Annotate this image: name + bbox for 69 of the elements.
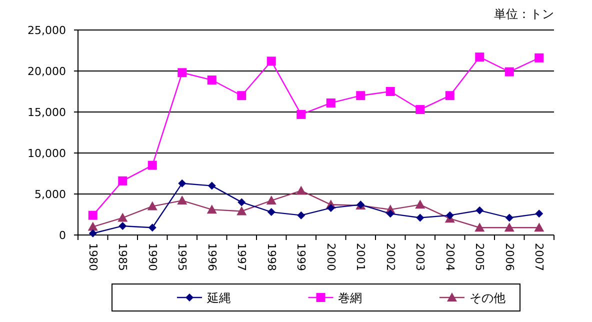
y-tick-label: 15,000 (28, 106, 66, 119)
x-tick-label: 1999 (294, 243, 308, 271)
point (237, 91, 246, 100)
point (475, 52, 484, 62)
point (236, 206, 247, 216)
point (267, 208, 276, 216)
point (386, 87, 395, 96)
point (148, 224, 156, 232)
point (177, 196, 188, 205)
point (296, 110, 306, 119)
point (386, 210, 394, 218)
point (356, 91, 366, 100)
point (208, 182, 216, 190)
point (534, 53, 544, 62)
point (118, 222, 127, 230)
point (534, 222, 544, 232)
x-tick-label: 2001 (354, 243, 368, 271)
point (207, 76, 216, 85)
point (147, 201, 158, 210)
point (148, 160, 157, 170)
x-tick-label: 2000 (324, 243, 338, 271)
y-tick-label: 10,000 (28, 147, 66, 160)
y-tick-label: 20,000 (28, 65, 66, 78)
x-tick-label: 2007 (532, 243, 546, 271)
point (326, 98, 336, 108)
point (416, 214, 424, 222)
x-tick-label: 2006 (502, 243, 516, 271)
point (326, 204, 335, 212)
point (178, 68, 187, 78)
x-tick-label: 1980 (86, 243, 100, 271)
point (266, 196, 276, 205)
point (416, 105, 425, 114)
point (474, 222, 485, 232)
point (476, 206, 484, 214)
point (88, 229, 97, 238)
x-tick-label: 1990 (146, 243, 159, 271)
point (118, 212, 128, 222)
point (118, 176, 128, 186)
point (297, 211, 306, 220)
point (178, 179, 186, 188)
point (415, 200, 426, 209)
legend-label: 巻網 (338, 291, 362, 305)
x-tick-label: 1997 (235, 243, 248, 271)
x-tick-label: 1985 (116, 243, 130, 271)
x-tick-label: 1995 (176, 243, 189, 271)
point (296, 186, 306, 195)
legend-label: 延縄 (206, 291, 231, 305)
point (505, 214, 514, 222)
point (446, 211, 454, 220)
point (445, 91, 454, 100)
point (266, 56, 276, 66)
legend-label: その他 (469, 291, 506, 305)
text: 単位：トン (494, 7, 554, 21)
y-tick-label: 25,000 (28, 24, 66, 37)
point (504, 67, 514, 76)
x-tick-label: 1998 (264, 243, 278, 271)
x-tick-label: 2005 (473, 243, 486, 271)
y-tick-label: 0 (59, 229, 66, 242)
point (88, 210, 98, 220)
x-tick-label: 2004 (443, 243, 456, 271)
point (535, 210, 544, 218)
x-tick-label: 2002 (384, 243, 397, 271)
point (504, 222, 514, 232)
y-tick-label: 5,000 (34, 188, 66, 201)
point (206, 204, 217, 214)
x-tick-label: 2003 (414, 243, 427, 271)
point (88, 222, 98, 231)
point (238, 198, 246, 206)
x-tick-label: 1996 (205, 243, 218, 271)
